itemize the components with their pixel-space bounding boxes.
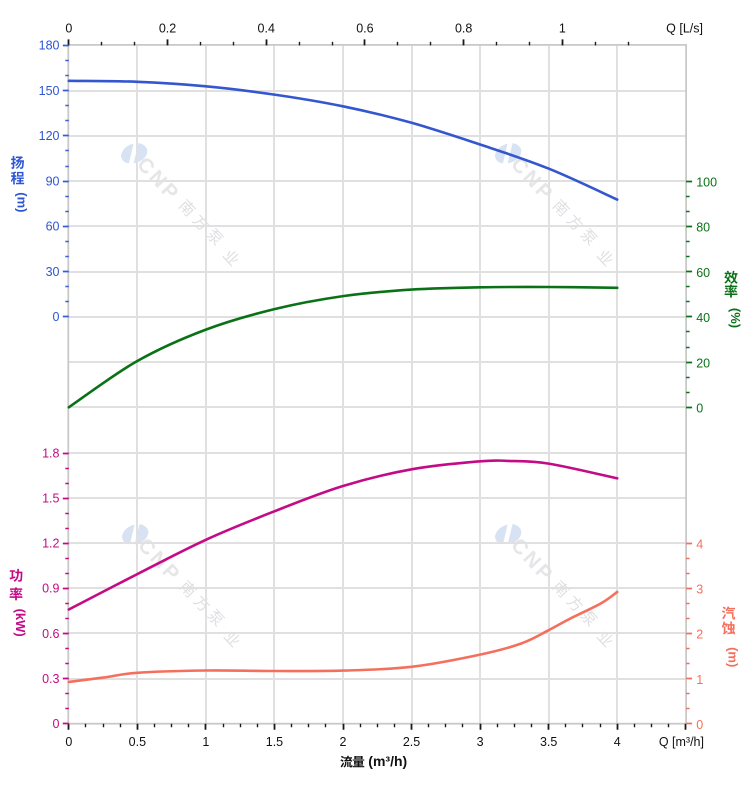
- svg-text:1.5: 1.5: [42, 491, 59, 505]
- svg-text:(m): (m): [726, 647, 741, 667]
- svg-text:0.9: 0.9: [42, 582, 59, 596]
- svg-text:1.5: 1.5: [266, 735, 283, 749]
- svg-text:0: 0: [53, 310, 60, 324]
- svg-text:(m): (m): [15, 192, 30, 212]
- svg-text:0.8: 0.8: [455, 21, 472, 35]
- svg-text:2: 2: [340, 735, 347, 749]
- svg-text:120: 120: [39, 129, 60, 143]
- svg-text:60: 60: [696, 266, 710, 280]
- svg-text:20: 20: [696, 356, 710, 370]
- svg-text:3.5: 3.5: [540, 735, 557, 749]
- svg-text:30: 30: [46, 265, 60, 279]
- svg-text:180: 180: [39, 39, 60, 53]
- svg-text:1.2: 1.2: [42, 537, 59, 551]
- svg-text:0: 0: [65, 21, 72, 35]
- svg-text:0.3: 0.3: [42, 672, 59, 686]
- svg-text:1: 1: [696, 673, 703, 687]
- svg-text:150: 150: [39, 84, 60, 98]
- svg-text:60: 60: [46, 220, 60, 234]
- svg-text:2.5: 2.5: [403, 735, 420, 749]
- svg-text:1: 1: [559, 21, 566, 35]
- svg-text:(m³/h): (m³/h): [368, 753, 407, 769]
- svg-text:Q [m³/h]: Q [m³/h]: [659, 735, 704, 749]
- svg-text:0.6: 0.6: [356, 21, 373, 35]
- svg-text:3: 3: [477, 735, 484, 749]
- svg-text:4: 4: [614, 735, 621, 749]
- svg-text:40: 40: [696, 311, 710, 325]
- svg-text:0.4: 0.4: [258, 21, 275, 35]
- svg-text:1: 1: [202, 735, 209, 749]
- svg-text:0: 0: [696, 402, 703, 416]
- svg-text:Q [L/s]: Q [L/s]: [666, 21, 703, 35]
- svg-text:0: 0: [696, 718, 703, 732]
- svg-text:80: 80: [696, 221, 710, 235]
- svg-text:90: 90: [46, 174, 60, 188]
- svg-text:(kW): (kW): [13, 609, 28, 637]
- svg-text:3: 3: [696, 583, 703, 597]
- svg-text:(%): (%): [728, 308, 743, 328]
- svg-text:2: 2: [696, 628, 703, 642]
- svg-text:0: 0: [53, 717, 60, 731]
- svg-text:0.5: 0.5: [129, 735, 146, 749]
- svg-text:1.8: 1.8: [42, 446, 59, 460]
- svg-text:0.6: 0.6: [42, 627, 59, 641]
- svg-text:0.2: 0.2: [159, 21, 176, 35]
- svg-text:100: 100: [696, 175, 717, 189]
- svg-text:4: 4: [696, 537, 703, 551]
- svg-text:0: 0: [65, 735, 72, 749]
